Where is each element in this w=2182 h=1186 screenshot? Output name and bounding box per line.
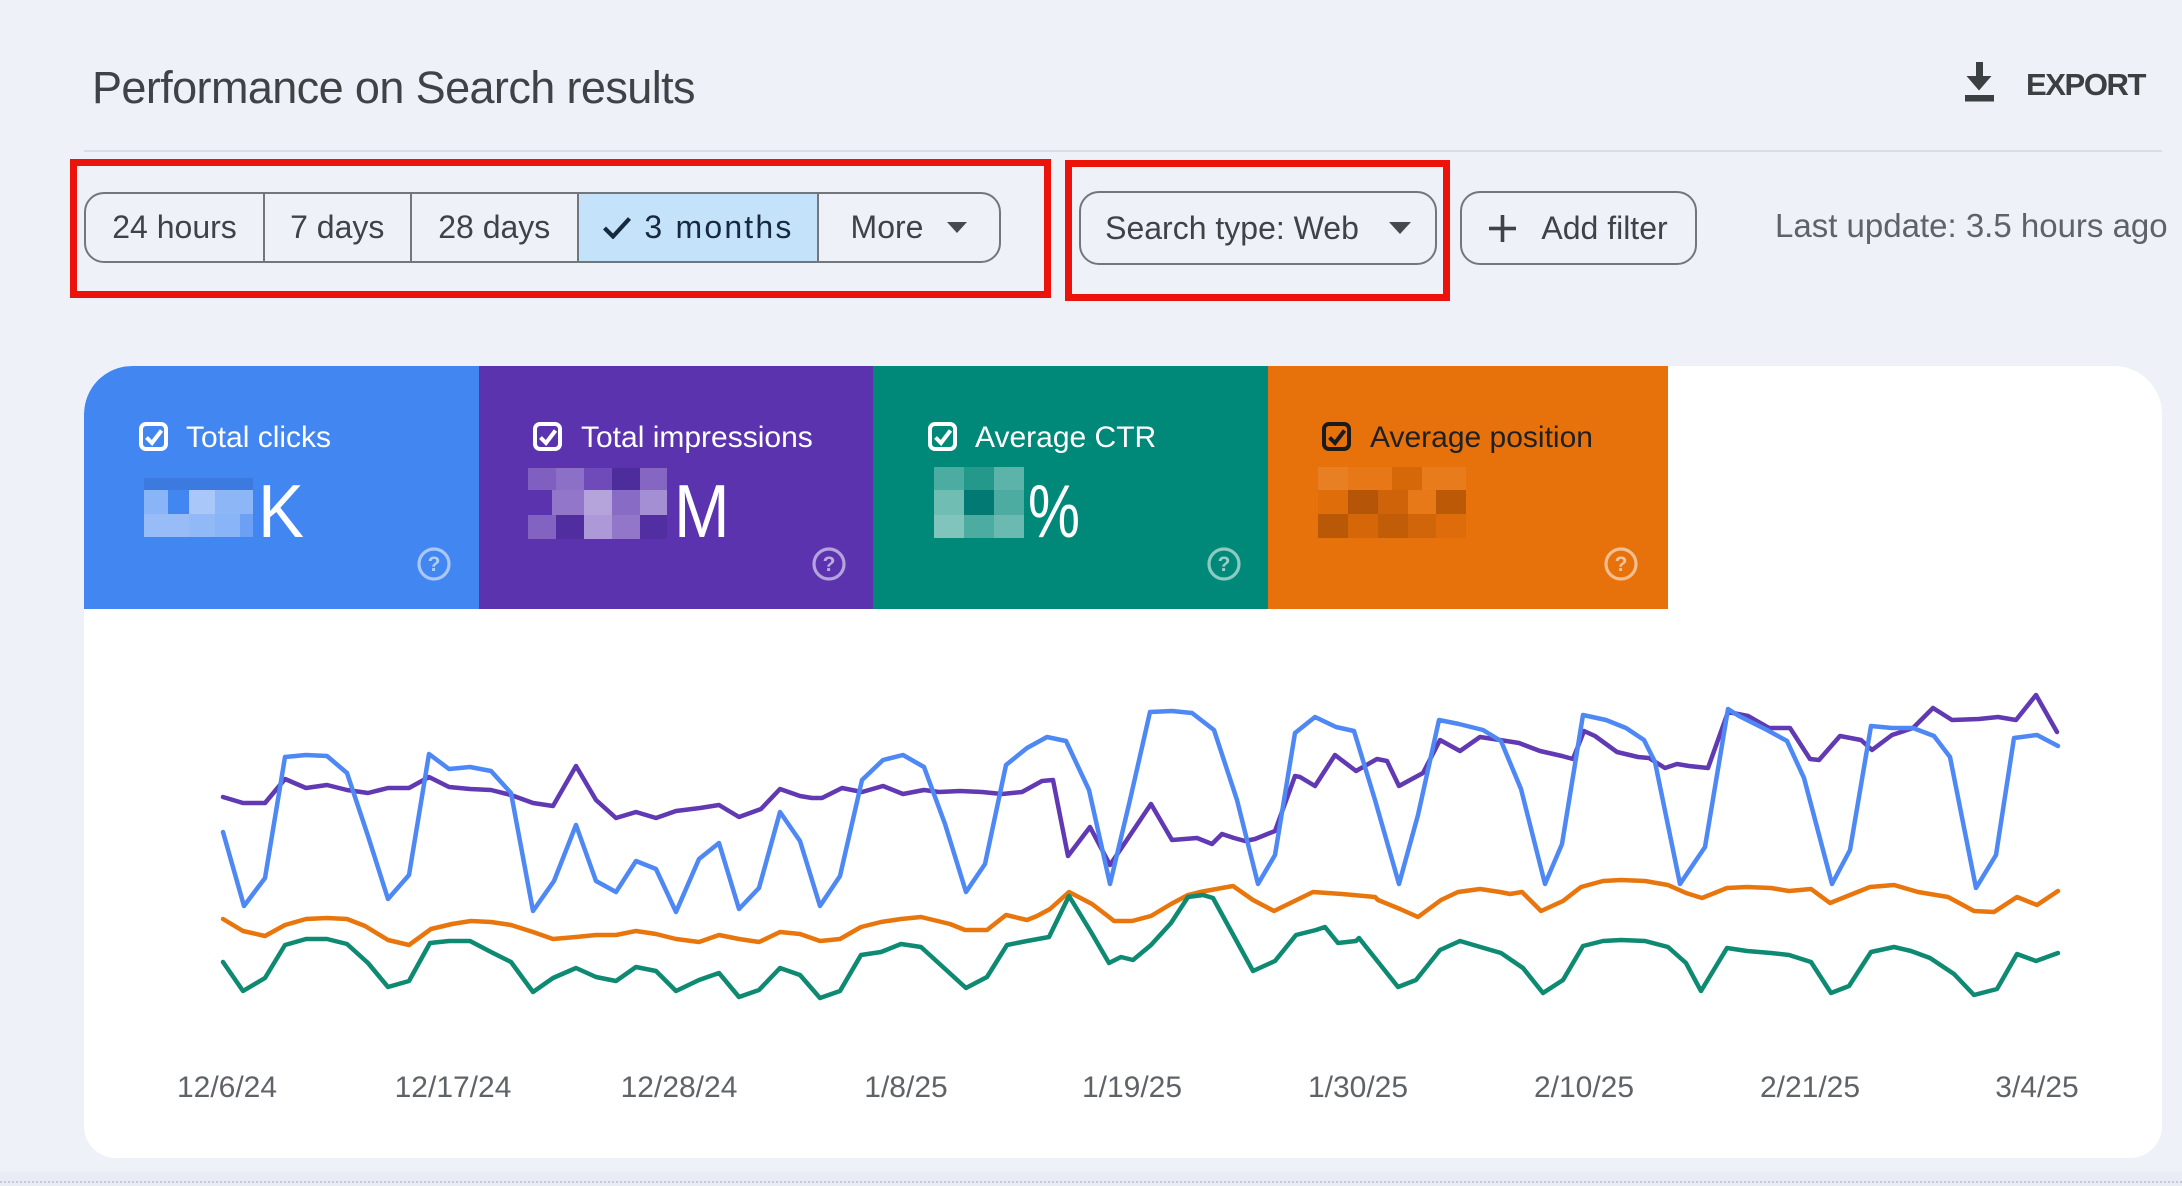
svg-text:?: ? xyxy=(823,553,836,576)
svg-text:?: ? xyxy=(1615,553,1628,576)
svg-text:?: ? xyxy=(428,553,441,576)
svg-text:?: ? xyxy=(1218,553,1231,576)
